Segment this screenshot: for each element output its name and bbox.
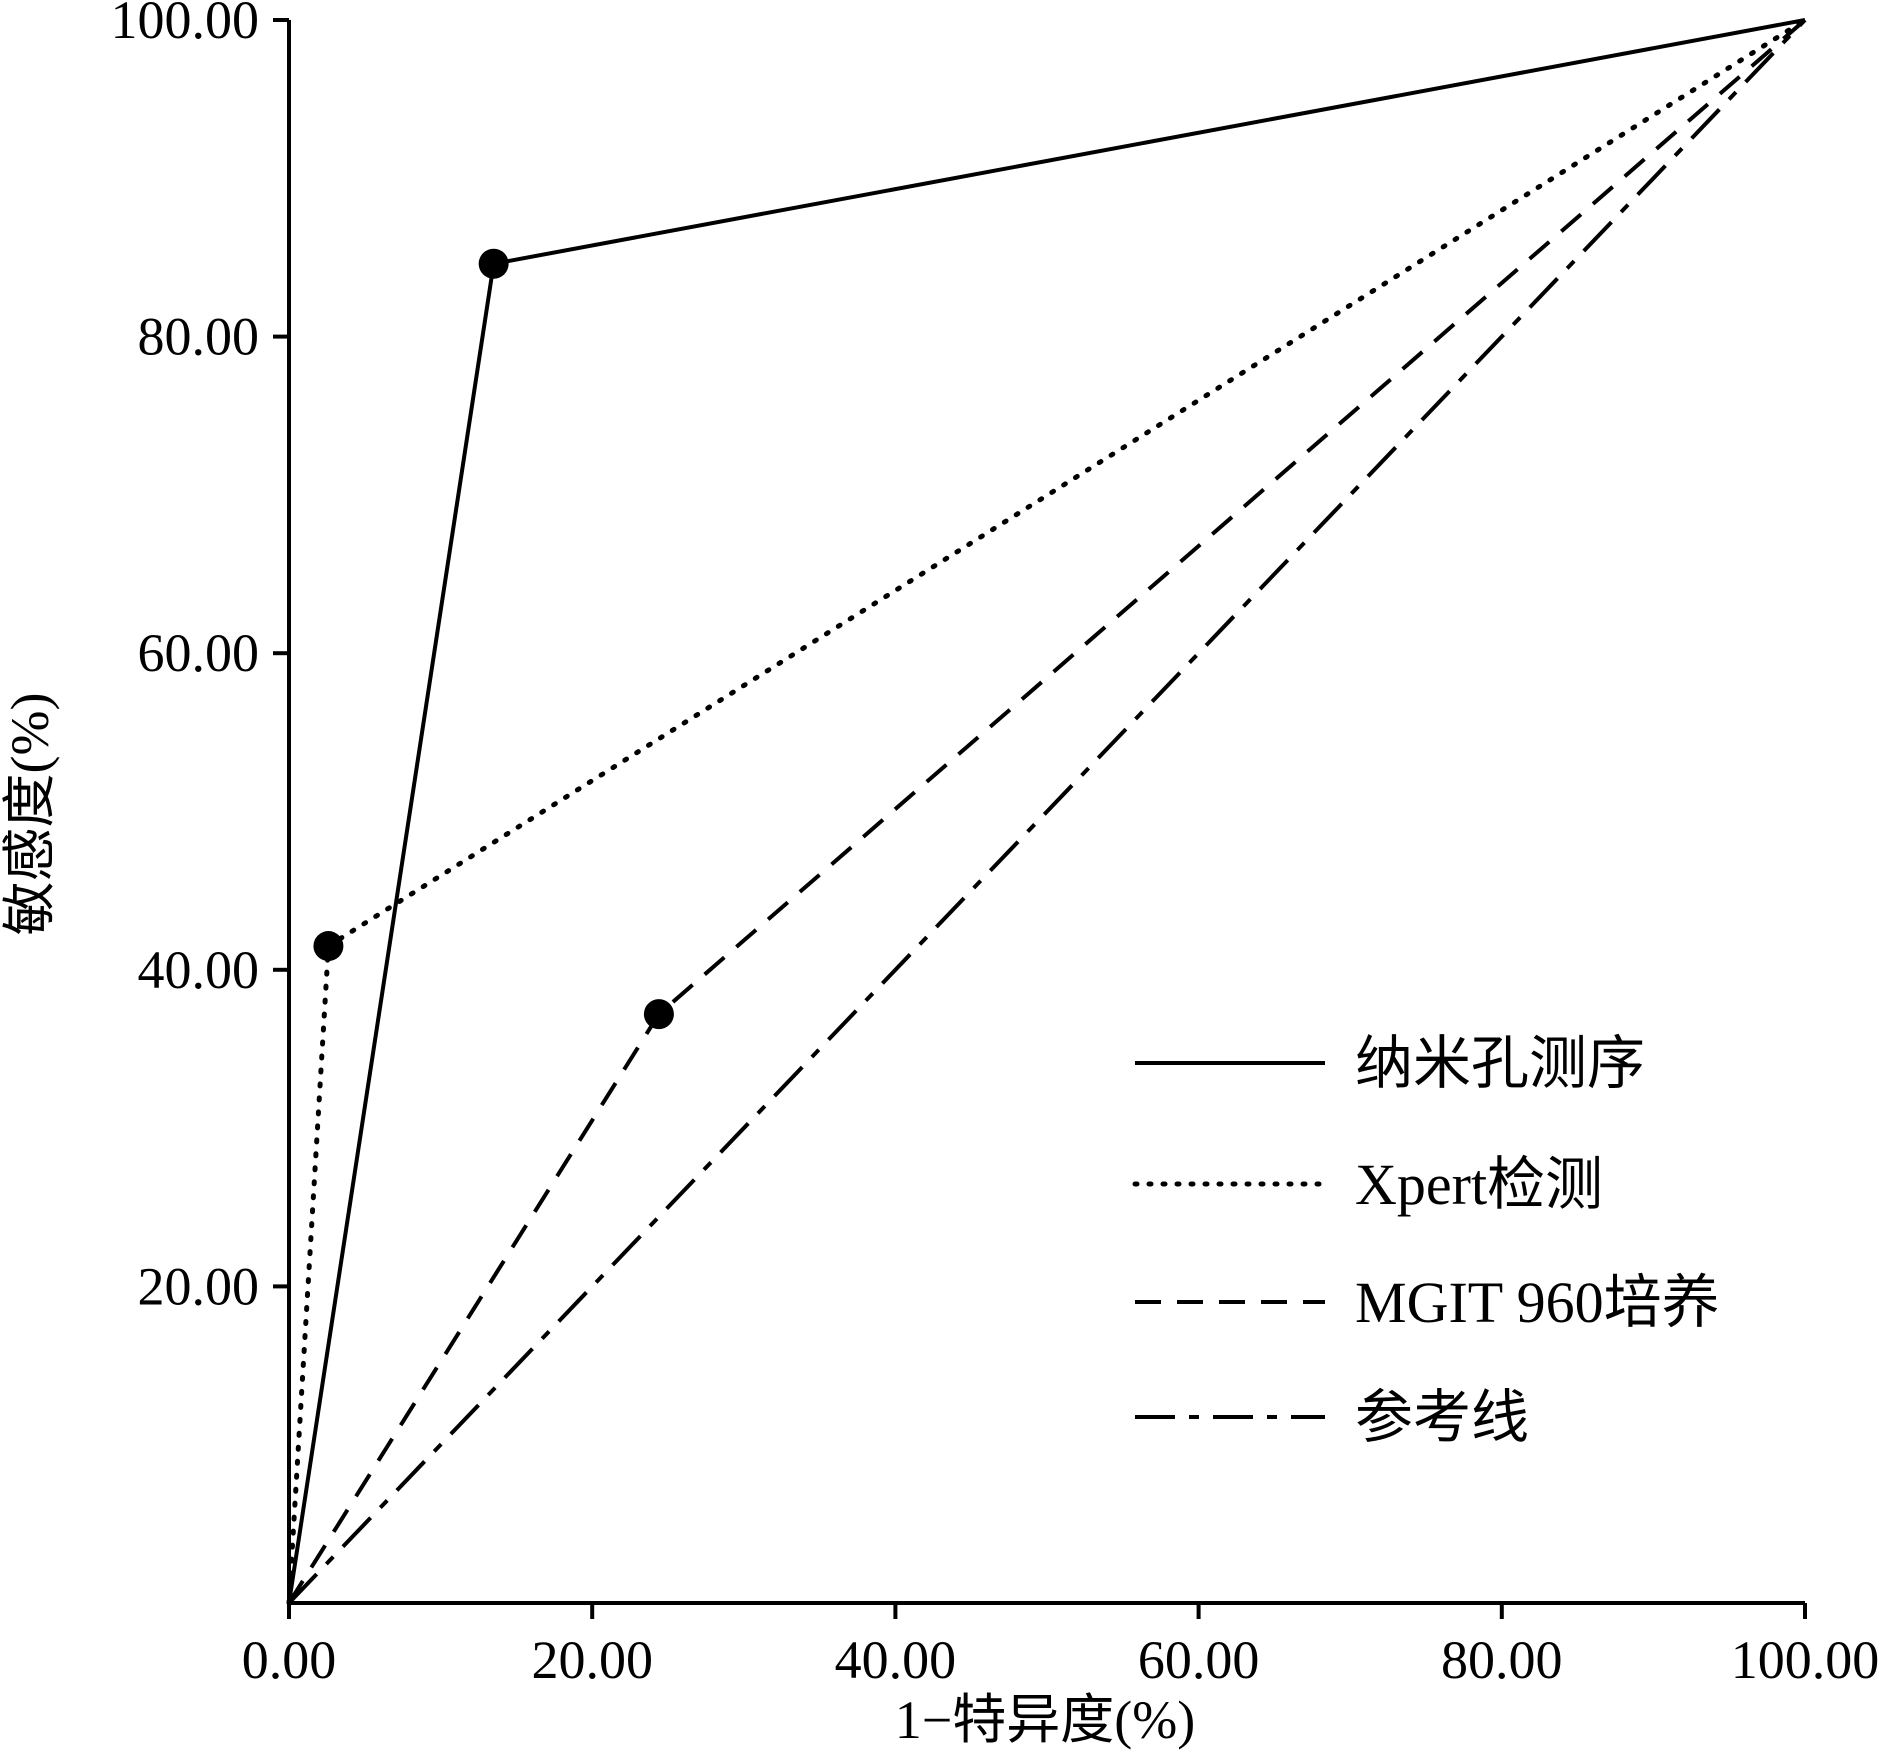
legend-label: MGIT 960培养 bbox=[1355, 1270, 1720, 1335]
y-tick-label: 40.00 bbox=[138, 940, 260, 1000]
legend-item: 参考线 bbox=[1135, 1385, 1529, 1450]
x-tick-label: 0.00 bbox=[242, 1630, 337, 1690]
y-tick-label: 20.00 bbox=[138, 1256, 260, 1316]
legend-label: Xpert检测 bbox=[1355, 1152, 1603, 1217]
x-tick-label: 40.00 bbox=[835, 1630, 957, 1690]
y-tick-label: 60.00 bbox=[138, 623, 260, 683]
y-tick-label: 100.00 bbox=[111, 0, 260, 50]
y-tick-label: 80.00 bbox=[138, 307, 260, 367]
legend: 纳米孔测序 Xpert检测 MGIT 960培养 参考线 bbox=[1132, 1031, 1720, 1450]
x-tick-label: 80.00 bbox=[1441, 1630, 1563, 1690]
x-tick-label: 20.00 bbox=[531, 1630, 653, 1690]
x-tick-label: 60.00 bbox=[1138, 1630, 1260, 1690]
data-point bbox=[313, 931, 344, 962]
legend-label: 纳米孔测序 bbox=[1355, 1031, 1645, 1096]
x-axis-title: 1−特异度(%) bbox=[895, 1690, 1195, 1750]
x-tick-label: 100.00 bbox=[1731, 1630, 1880, 1690]
series-line-dashdot bbox=[287, 18, 1807, 1605]
y-axis-ticks: 20.00 40.00 60.00 80.00 100.00 bbox=[111, 0, 289, 1316]
plot-area: 0.00 20.00 40.00 60.00 80.00 100.00 20.00 40.0… bbox=[111, 0, 1880, 1690]
x-axis-ticks: 0.00 20.00 40.00 60.00 80.00 100.00 bbox=[242, 1603, 1880, 1690]
data-point bbox=[478, 248, 509, 279]
data-point bbox=[643, 999, 674, 1030]
legend-item: MGIT 960培养 bbox=[1135, 1270, 1720, 1335]
y-axis-title: 敏感度(%) bbox=[0, 693, 60, 936]
legend-item: Xpert检测 bbox=[1132, 1152, 1603, 1217]
series-layer bbox=[286, 17, 1808, 1606]
marker-layer bbox=[313, 248, 674, 1030]
legend-label: 参考线 bbox=[1355, 1385, 1529, 1450]
legend-item: 纳米孔测序 bbox=[1135, 1031, 1645, 1096]
